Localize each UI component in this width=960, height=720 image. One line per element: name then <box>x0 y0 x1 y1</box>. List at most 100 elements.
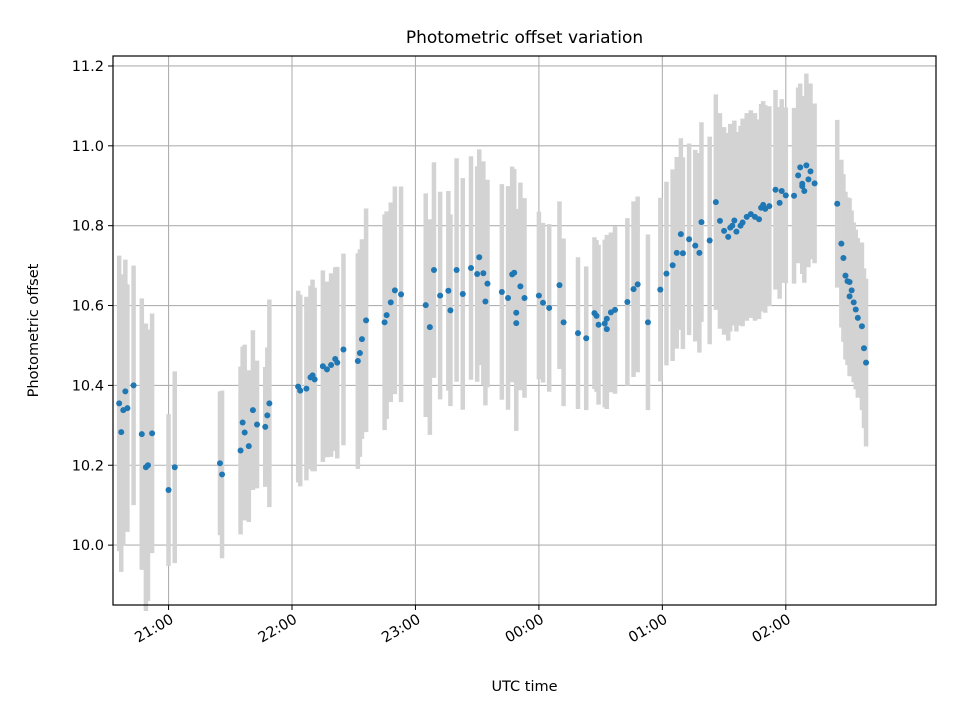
data-point <box>149 430 156 437</box>
data-point <box>854 314 861 321</box>
data-point <box>118 429 125 436</box>
data-point <box>560 319 567 326</box>
data-point <box>846 278 853 285</box>
x-axis-label: UTC time <box>491 679 557 695</box>
data-point <box>513 320 520 327</box>
data-point <box>673 249 680 256</box>
data-point <box>476 254 483 261</box>
data-point <box>505 294 512 301</box>
data-point <box>634 281 641 288</box>
data-point <box>363 317 370 324</box>
data-point <box>778 187 785 194</box>
data-point <box>801 187 808 194</box>
data-point <box>679 250 686 257</box>
data-point <box>447 307 454 314</box>
data-point <box>669 262 676 269</box>
data-point <box>422 302 429 309</box>
data-point <box>603 315 610 322</box>
data-point <box>739 219 746 226</box>
y-axis: 10.0 10.2 10.4 10.6 10.8 11.0 11.2 <box>72 59 113 554</box>
y-axis-label: Photometric offset <box>26 263 42 397</box>
data-point <box>712 199 719 206</box>
plot-frame <box>112 55 937 606</box>
data-point <box>556 282 563 289</box>
data-point <box>838 240 845 247</box>
data-point <box>721 227 728 234</box>
data-point <box>358 336 365 343</box>
data-point <box>249 407 256 414</box>
y-tick-label: 11.0 <box>72 139 104 155</box>
data-point <box>354 358 361 365</box>
data-point <box>574 330 581 337</box>
data-point <box>219 471 226 478</box>
data-point <box>782 192 789 199</box>
data-point <box>546 304 553 311</box>
data-point <box>795 172 802 179</box>
data-point <box>130 382 137 389</box>
data-point <box>834 200 841 207</box>
data-point <box>698 219 705 226</box>
y-tick-label: 10.6 <box>72 299 104 315</box>
data-point <box>340 346 347 353</box>
data-point <box>593 312 600 319</box>
data-point <box>513 309 520 316</box>
data-point <box>482 298 489 305</box>
data-point <box>663 270 670 277</box>
data-point <box>387 299 394 306</box>
data-point <box>254 421 261 428</box>
data-point <box>603 326 610 333</box>
data-point <box>731 217 738 224</box>
data-point <box>517 283 524 290</box>
y-tick-label: 10.2 <box>72 458 104 474</box>
data-point <box>511 269 518 276</box>
data-point <box>850 299 857 306</box>
data-point <box>165 487 172 494</box>
data-point <box>797 164 804 171</box>
data-point <box>144 462 151 469</box>
data-point <box>430 267 437 274</box>
data-point <box>323 366 330 373</box>
data-point <box>297 387 304 394</box>
data-point <box>453 267 460 274</box>
data-point <box>391 287 398 294</box>
data-point <box>848 287 855 294</box>
data-point <box>262 423 269 430</box>
data-point <box>772 186 779 193</box>
data-point <box>644 319 651 326</box>
data-point <box>846 293 853 300</box>
data-point <box>624 298 631 305</box>
data-point <box>842 272 849 279</box>
data-point <box>381 319 388 326</box>
data-point <box>840 255 847 262</box>
data-point <box>776 199 783 206</box>
data-point <box>729 222 736 229</box>
data-point <box>245 443 252 450</box>
data-point <box>540 299 547 306</box>
data-points <box>116 162 870 494</box>
data-point <box>535 292 542 299</box>
data-point <box>706 237 713 244</box>
data-point <box>692 242 699 249</box>
data-point <box>484 280 491 287</box>
data-point <box>791 192 798 199</box>
data-point <box>124 405 131 412</box>
data-point <box>657 286 664 293</box>
data-point <box>474 271 481 278</box>
data-point <box>807 168 814 175</box>
data-point <box>445 287 452 294</box>
data-point <box>601 320 608 327</box>
chart-title: Photometric offset variation <box>406 28 643 48</box>
data-point <box>677 231 684 238</box>
data-point <box>356 350 363 357</box>
data-point <box>264 412 271 419</box>
data-point <box>858 323 865 330</box>
data-point <box>630 286 637 293</box>
data-point <box>383 312 390 319</box>
data-point <box>311 376 318 383</box>
data-point <box>716 217 723 224</box>
data-point <box>852 306 859 313</box>
data-point <box>266 400 273 407</box>
data-point <box>595 321 602 328</box>
data-point <box>811 180 818 187</box>
